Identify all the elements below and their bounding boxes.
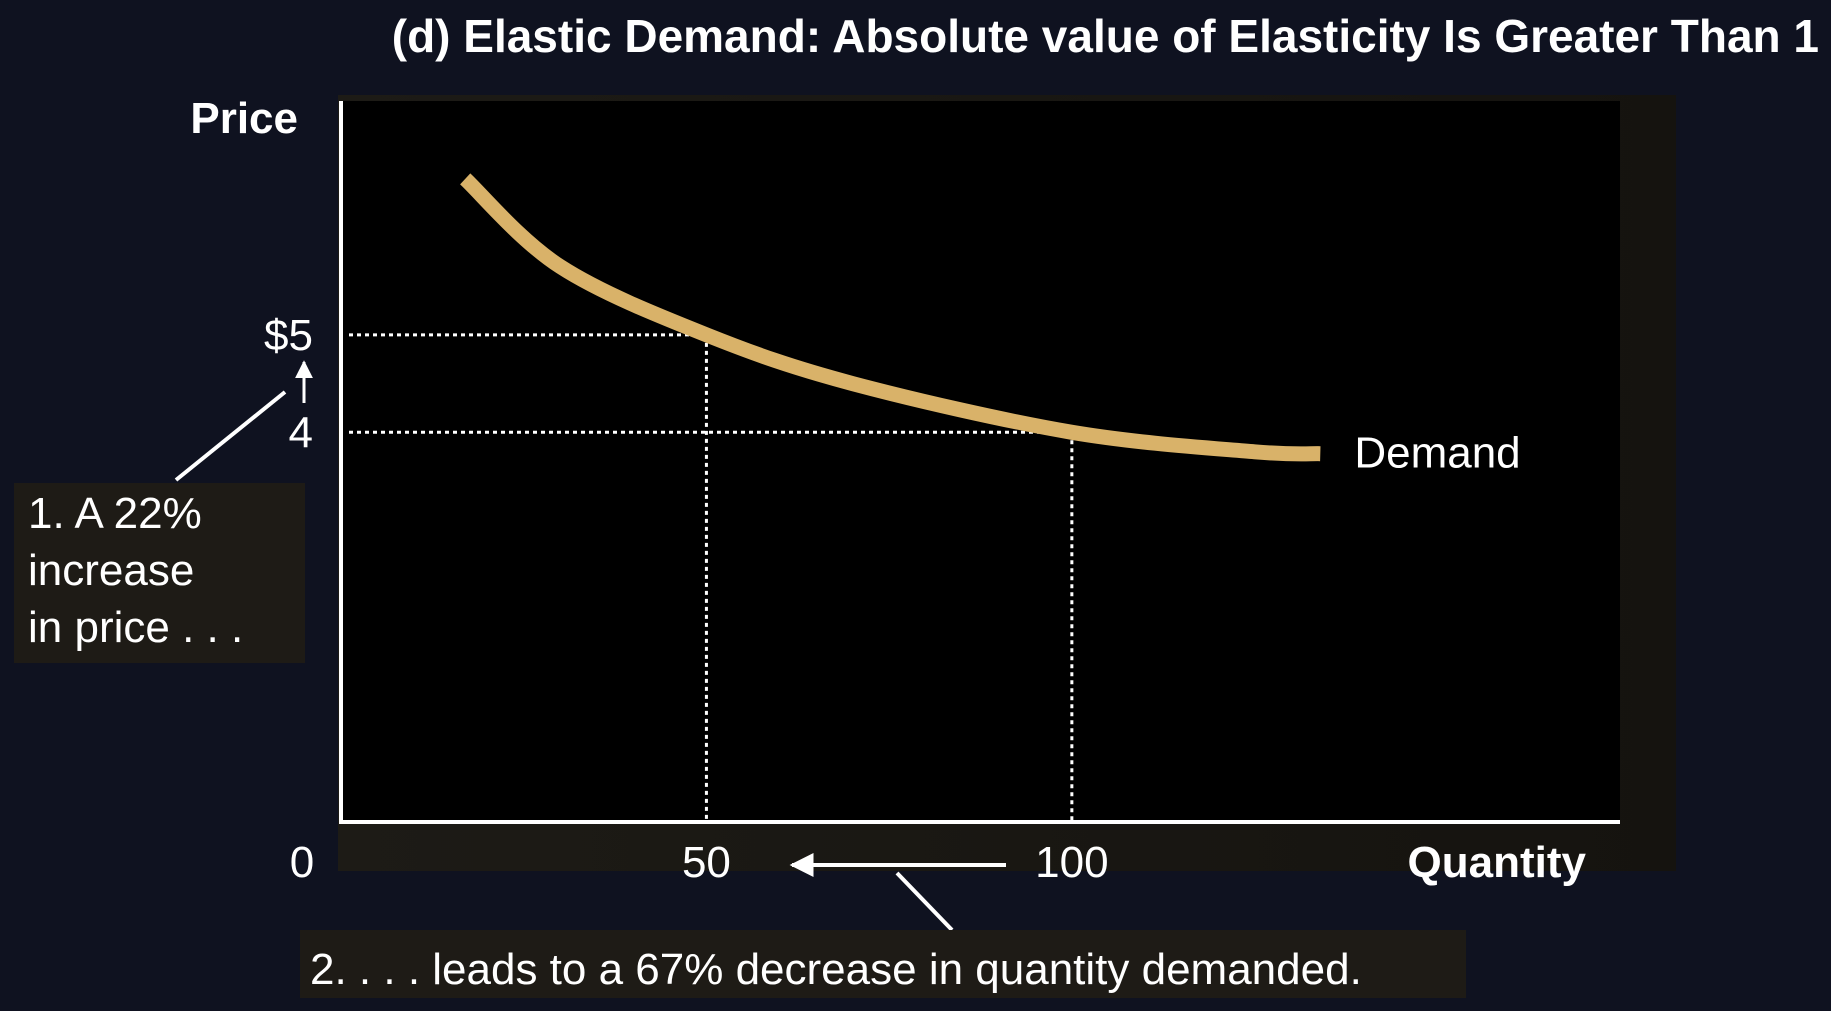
demand-curve xyxy=(460,173,1321,462)
guide-lines xyxy=(349,333,1074,822)
y-axis-title: Price xyxy=(190,94,298,143)
chart-title: (d) Elastic Demand: Absolute value of El… xyxy=(392,10,1819,62)
price-note-line-1: 1. A 22% xyxy=(28,489,202,538)
price-note-line-3: in price . . . xyxy=(28,603,243,652)
price-note-pointer xyxy=(174,390,287,482)
y-tick-label-1: 4 xyxy=(289,408,313,457)
x-axis-title: Quantity xyxy=(1408,838,1587,887)
price-note-box xyxy=(14,483,305,663)
quantity-note-box xyxy=(300,930,1466,998)
origin-label: 0 xyxy=(290,838,314,887)
price-note-line-2: increase xyxy=(28,546,194,595)
series-label-demand: Demand xyxy=(1354,429,1520,478)
x-tick-label-0: 50 xyxy=(682,838,731,887)
quantity-note-pointer xyxy=(895,871,954,932)
y-tick-label-0: $5 xyxy=(264,311,313,360)
tick-labels: 50 100 $5 4 xyxy=(264,311,1109,887)
series-layer: Demand xyxy=(460,173,1521,478)
plot-area xyxy=(340,101,1620,821)
quantity-note: 2. . . . leads to a 67% decrease in quan… xyxy=(310,945,1362,994)
x-tick-label-1: 100 xyxy=(1035,838,1108,887)
